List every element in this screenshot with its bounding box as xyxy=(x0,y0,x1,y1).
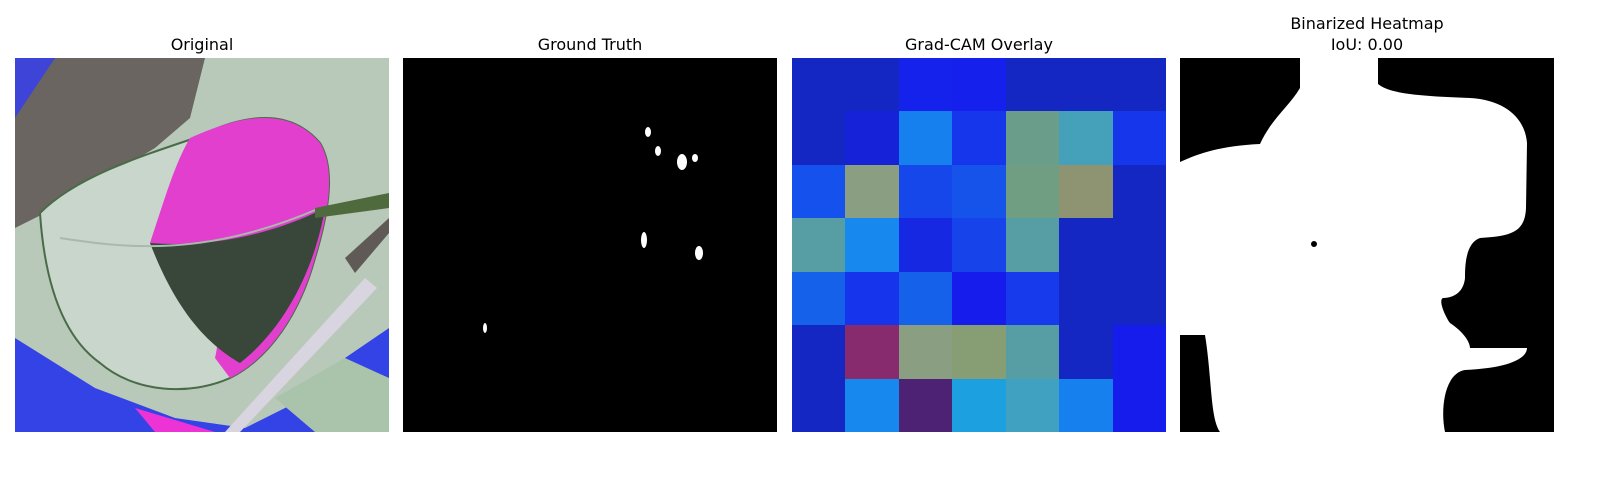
gradcam-cell xyxy=(952,272,1005,325)
lesion-spot xyxy=(692,154,698,162)
gradcam-cell xyxy=(845,165,898,218)
gradcam-cell xyxy=(1113,272,1166,325)
gradcam-cell xyxy=(792,325,845,378)
gradcam-cell xyxy=(845,58,898,111)
gradcam-cell xyxy=(899,58,952,111)
panel-title-original: Original xyxy=(15,34,389,55)
gradcam-cell xyxy=(792,58,845,111)
panel-title-binarized: Binarized Heatmap xyxy=(1180,13,1554,34)
gradcam-cell xyxy=(1113,111,1166,164)
gradcam-cell xyxy=(1006,111,1059,164)
gradcam-cell xyxy=(845,379,898,432)
gradcam-cell xyxy=(1006,379,1059,432)
gradcam-cell xyxy=(952,218,1005,271)
gradcam-cell xyxy=(792,379,845,432)
gradcam-cell xyxy=(792,111,845,164)
gradcam-cell xyxy=(1059,111,1112,164)
binary-hole xyxy=(1311,241,1317,247)
lesion-spot xyxy=(645,127,651,137)
gradcam-cell xyxy=(1113,325,1166,378)
gradcam-cell xyxy=(1006,325,1059,378)
panel-ground-truth: Ground Truth xyxy=(403,0,777,440)
panel-binarized: Binarized Heatmap IoU: 0.00 xyxy=(1180,0,1554,440)
gradcam-overlay xyxy=(792,58,1166,432)
gradcam-cell xyxy=(1059,272,1112,325)
gradcam-cell xyxy=(952,58,1005,111)
leaf-photo xyxy=(15,58,389,432)
gradcam-cell xyxy=(1113,379,1166,432)
gradcam-cell xyxy=(845,218,898,271)
gradcam-cell xyxy=(899,218,952,271)
lesion-spot xyxy=(695,246,703,260)
gradcam-cell xyxy=(899,272,952,325)
gradcam-cell xyxy=(1113,58,1166,111)
panel-iou-label: IoU: 0.00 xyxy=(1180,34,1554,55)
gradcam-cell xyxy=(1059,325,1112,378)
gradcam-cell xyxy=(1006,218,1059,271)
ground-truth-svg xyxy=(403,58,777,432)
panel-gradcam: Grad-CAM Overlay xyxy=(792,0,1166,440)
gradcam-cell xyxy=(845,272,898,325)
gradcam-cell xyxy=(845,111,898,164)
lesion-spot xyxy=(483,323,487,333)
lesion-spot xyxy=(677,154,687,170)
gradcam-cell xyxy=(952,165,1005,218)
panel-original: Original xyxy=(15,0,389,440)
gradcam-cell xyxy=(899,379,952,432)
gradcam-cell xyxy=(1006,165,1059,218)
original-image xyxy=(15,58,389,432)
binarized-heatmap xyxy=(1180,58,1554,432)
gradcam-cell xyxy=(952,325,1005,378)
panel-title-gradcam: Grad-CAM Overlay xyxy=(792,34,1166,55)
gradcam-cell xyxy=(792,272,845,325)
gradcam-grid xyxy=(792,58,1166,432)
gradcam-cell xyxy=(1113,218,1166,271)
gradcam-cell xyxy=(1006,58,1059,111)
gradcam-cell xyxy=(1059,218,1112,271)
mask-background xyxy=(403,58,777,432)
gradcam-cell xyxy=(792,218,845,271)
gradcam-cell xyxy=(899,111,952,164)
gradcam-cell xyxy=(952,379,1005,432)
binarized-svg xyxy=(1180,58,1554,432)
lesion-spot xyxy=(641,232,647,248)
gradcam-cell xyxy=(792,165,845,218)
gradcam-cell xyxy=(952,111,1005,164)
gradcam-cell xyxy=(1059,165,1112,218)
gradcam-cell xyxy=(845,325,898,378)
gradcam-cell xyxy=(1113,165,1166,218)
ground-truth-mask xyxy=(403,58,777,432)
lesion-spot xyxy=(655,146,661,156)
gradcam-cell xyxy=(1059,58,1112,111)
gradcam-cell xyxy=(899,165,952,218)
gradcam-cell xyxy=(899,325,952,378)
gradcam-cell xyxy=(1059,379,1112,432)
panel-title-ground-truth: Ground Truth xyxy=(403,34,777,55)
gradcam-cell xyxy=(1006,272,1059,325)
